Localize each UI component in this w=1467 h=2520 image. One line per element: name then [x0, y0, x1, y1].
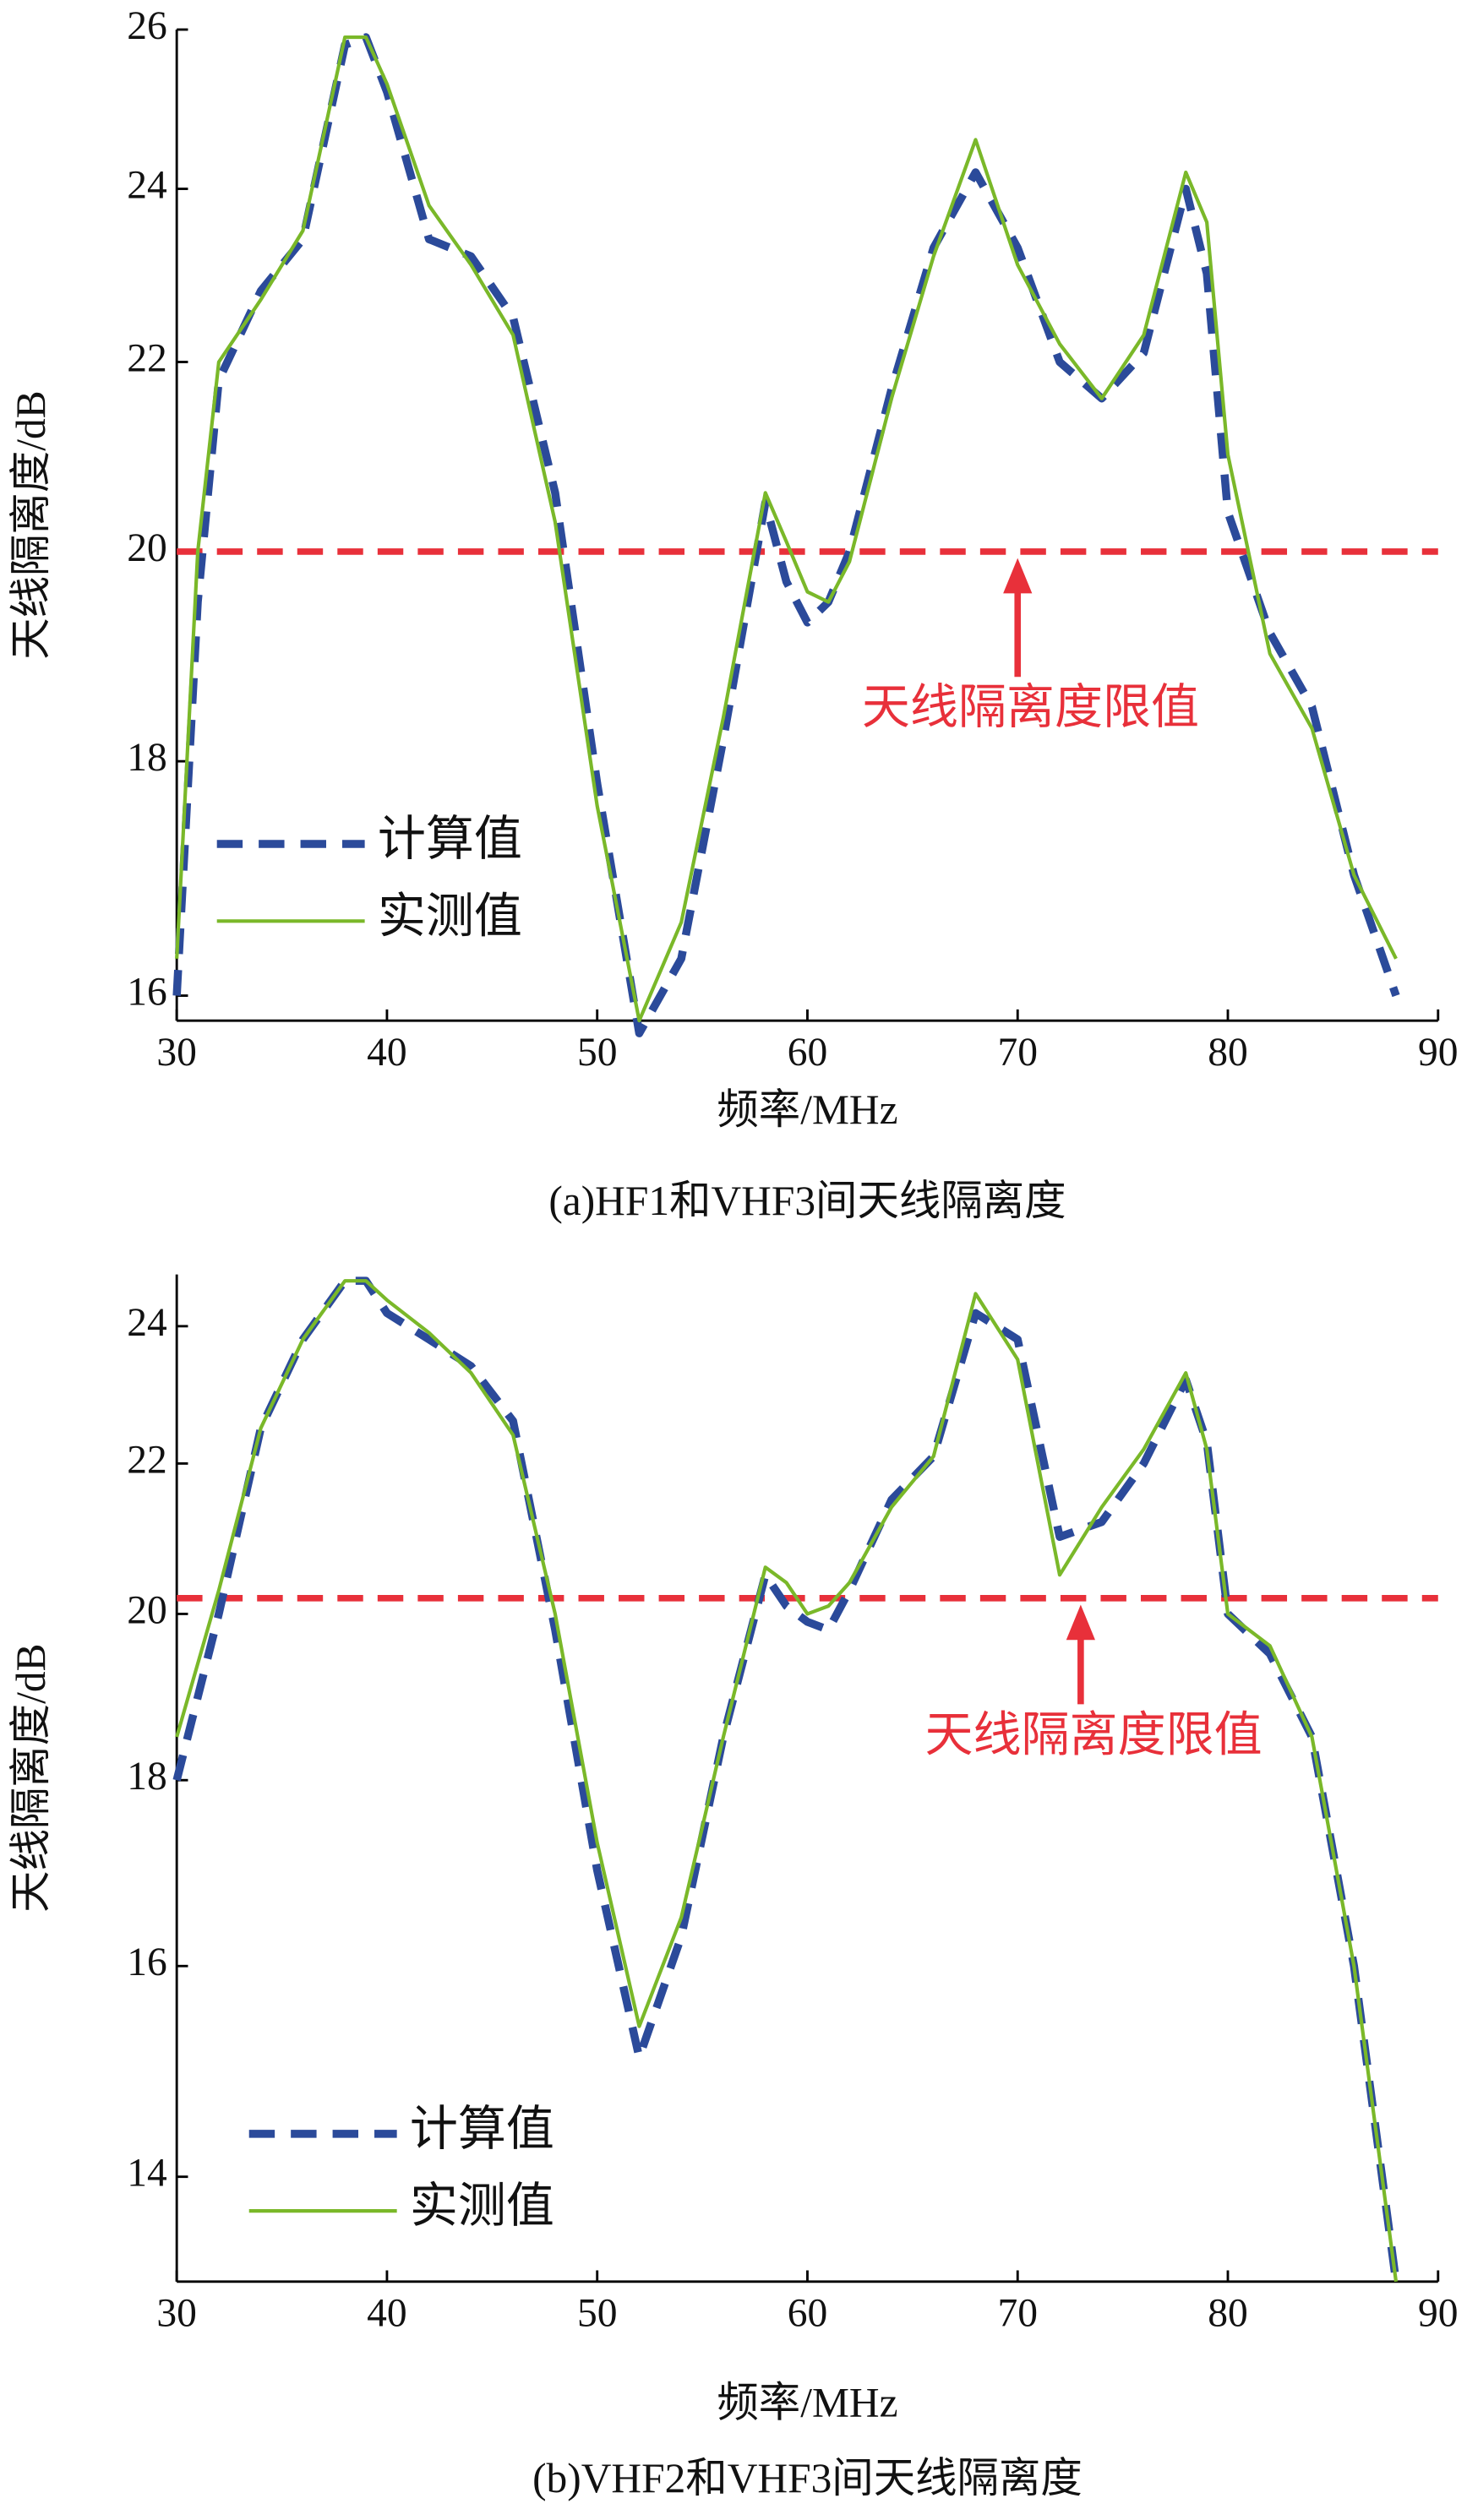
series-line	[172, 1276, 1400, 2283]
caption: (a)HF1和VHF3间天线隔离度	[548, 1178, 1066, 1224]
x-tick-label: 60	[788, 2292, 828, 2336]
x-tick-label: 80	[1208, 2292, 1248, 2336]
y-tick-label: 26	[127, 4, 167, 48]
x-tick-label: 50	[577, 2292, 618, 2336]
x-tick-label: 70	[997, 1031, 1038, 1075]
y-tick-label: 20	[127, 1588, 167, 1632]
x-tick-label: 40	[367, 1031, 407, 1075]
legend-label: 实测值	[410, 2180, 554, 2233]
series-line	[175, 35, 1398, 1023]
arrow-head	[1003, 558, 1033, 594]
y-tick-label: 24	[127, 163, 167, 207]
y-tick-label: 14	[127, 2152, 167, 2196]
x-tick-label: 30	[156, 1031, 197, 1075]
x-tick-label: 30	[156, 2292, 197, 2336]
y-tick-label: 22	[127, 1438, 167, 1482]
legend-label: 实测值	[378, 890, 522, 943]
caption: (b)VHF2和VHF3间天线隔离度	[532, 2455, 1083, 2501]
x-tick-label: 70	[997, 2292, 1038, 2336]
reference-label: 天线隔离度限值	[924, 1708, 1262, 1761]
arrow-head	[1066, 1604, 1095, 1641]
y-tick-label: 16	[127, 1940, 167, 1984]
x-axis-label: 频率/MHz	[717, 1086, 897, 1133]
series-line	[172, 33, 1400, 1037]
y-axis-label: 天线隔离度/dB	[8, 390, 54, 660]
x-tick-label: 90	[1418, 2292, 1459, 2336]
x-tick-label: 60	[788, 1031, 828, 1075]
legend-label: 计算值	[410, 2103, 554, 2156]
y-axis-label: 天线隔离度/dB	[8, 1643, 54, 1913]
y-tick-label: 24	[127, 1301, 167, 1345]
y-tick-label: 22	[127, 336, 167, 380]
series-line	[175, 1279, 1399, 2283]
y-tick-label: 16	[127, 970, 167, 1014]
x-tick-label: 40	[367, 2292, 407, 2336]
y-tick-label: 18	[127, 736, 167, 780]
y-tick-label: 20	[127, 526, 167, 570]
x-tick-label: 50	[577, 1031, 618, 1075]
x-axis-label: 频率/MHz	[717, 2379, 897, 2425]
x-tick-label: 80	[1208, 1031, 1248, 1075]
legend-label: 计算值	[378, 813, 522, 866]
y-tick-label: 18	[127, 1755, 167, 1799]
reference-label: 天线隔离度限值	[862, 681, 1199, 734]
x-tick-label: 90	[1418, 1031, 1459, 1075]
